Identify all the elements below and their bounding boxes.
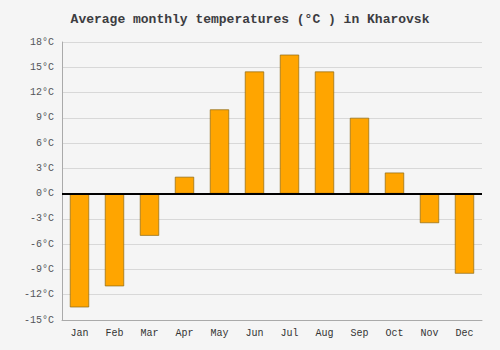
svg-text:-3°C: -3°C: [30, 213, 54, 224]
svg-text:15°C: 15°C: [30, 62, 54, 73]
svg-text:Sep: Sep: [350, 328, 368, 339]
svg-text:18°C: 18°C: [30, 37, 54, 48]
svg-text:Aug: Aug: [315, 328, 333, 339]
svg-text:Oct: Oct: [385, 328, 403, 339]
svg-text:Dec: Dec: [455, 328, 473, 339]
svg-text:Average monthly temperatures (: Average monthly temperatures (°C ) in Kh…: [71, 12, 430, 27]
svg-text:May: May: [210, 328, 228, 339]
svg-text:Nov: Nov: [420, 328, 438, 339]
svg-text:Feb: Feb: [105, 328, 123, 339]
svg-text:-6°C: -6°C: [30, 239, 54, 250]
svg-text:-12°C: -12°C: [24, 289, 54, 300]
svg-text:Jun: Jun: [245, 328, 263, 339]
svg-text:12°C: 12°C: [30, 87, 54, 98]
svg-text:6°C: 6°C: [36, 138, 54, 149]
svg-text:Apr: Apr: [175, 328, 193, 339]
svg-text:-15°C: -15°C: [24, 315, 54, 326]
svg-text:0°C: 0°C: [36, 188, 54, 199]
svg-text:Mar: Mar: [140, 328, 158, 339]
svg-text:3°C: 3°C: [36, 163, 54, 174]
svg-text:Jul: Jul: [280, 328, 298, 339]
svg-text:-9°C: -9°C: [30, 264, 54, 275]
svg-text:9°C: 9°C: [36, 112, 54, 123]
svg-text:Jan: Jan: [70, 328, 88, 339]
